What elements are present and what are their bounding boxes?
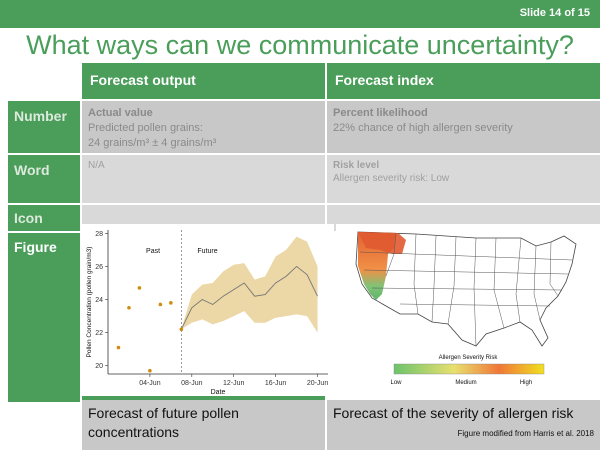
past-observation-point xyxy=(169,301,173,305)
slide-title: What ways can we communicate uncertainty… xyxy=(26,30,574,60)
y-tick-label: 26 xyxy=(95,264,103,271)
x-tick-label: 04-Jun xyxy=(139,380,161,387)
pollen-chart: 20 22 24 26 28 04-Jun 08-Jun 12-Jun 16-Jun 20-Jun… xyxy=(86,230,329,396)
word-output-text: N/A xyxy=(88,160,105,171)
us-risk-map: Allergen Severity Risk Low Medium High xyxy=(355,231,577,386)
pollen-chart-panel: 20 22 24 26 28 04-Jun 08-Jun 12-Jun 16-Jun 20-Jun… xyxy=(82,224,334,396)
past-observation-point xyxy=(127,305,131,310)
y-tick-label: 20 xyxy=(95,363,103,370)
row-label-word: Word xyxy=(8,155,80,203)
x-axis-label: Date xyxy=(211,389,226,396)
row-label-icon: Icon xyxy=(8,205,80,231)
slide-number: Slide 14 of 15 xyxy=(519,7,590,19)
number-index-cell: Percent likelihood 22% chance of high al… xyxy=(327,101,600,153)
past-observation-point xyxy=(148,368,152,373)
row-label-number: Number xyxy=(8,101,80,153)
figure-index-caption: Forecast of the severity of allergen ris… xyxy=(333,405,574,421)
past-observation-point xyxy=(158,302,163,307)
number-output-heading: Actual value xyxy=(88,107,153,119)
map-legend-title: Allergen Severity Risk xyxy=(439,355,499,361)
map-legend-low: Low xyxy=(390,380,402,386)
header-forecast-index: Forecast index xyxy=(327,63,600,99)
number-output-line2: 24 grains/m³ ± 4 grains/m³ xyxy=(88,137,217,149)
map-legend-medium: Medium xyxy=(455,380,476,386)
x-tick-label: 12-Jun xyxy=(223,380,245,387)
past-observation-point xyxy=(179,327,184,332)
map-legend-high: High xyxy=(520,380,532,386)
word-output-cell: N/A xyxy=(82,155,325,203)
y-tick-label: 28 xyxy=(95,231,103,238)
forecast-interval-band xyxy=(181,236,318,333)
past-observation-point xyxy=(137,286,142,290)
state-borders xyxy=(359,232,573,347)
header-forecast-output: Forecast output xyxy=(82,63,325,99)
risk-map-panel: Allergen Severity Risk Low Medium High xyxy=(336,224,600,400)
y-tick-label: 24 xyxy=(95,297,103,304)
x-tick-label: 16-Jun xyxy=(265,380,287,387)
number-output-line1: Predicted pollen grains: xyxy=(88,122,203,134)
y-tick-label: 22 xyxy=(95,330,103,337)
number-index-text: 22% chance of high allergen severity xyxy=(333,122,513,134)
figure-output-caption: Forecast of future pollen concentrations xyxy=(82,400,325,450)
top-bar: Slide 14 of 15 xyxy=(0,0,600,28)
row-label-figure: Figure xyxy=(8,233,80,402)
figure-index-cell: Forecast of the severity of allergen ris… xyxy=(327,400,600,450)
y-axis-label: Pollen Concentration (pollen grain/m3) xyxy=(86,247,93,358)
x-tick-label: 20-Jun xyxy=(307,380,329,387)
x-tick-label: 08-Jun xyxy=(181,380,203,387)
word-index-cell: Risk level Allergen severity risk: Low xyxy=(327,155,600,203)
annotation-future: Future xyxy=(197,248,217,255)
number-index-heading: Percent likelihood xyxy=(333,107,428,119)
word-index-text: Allergen severity risk: Low xyxy=(333,173,450,184)
northwest-risk-region xyxy=(358,232,406,254)
word-index-heading: Risk level xyxy=(333,160,380,171)
forecast-mean-line xyxy=(180,265,318,330)
figure-credit: Figure modified from Harris et al. 2018 xyxy=(457,429,595,438)
number-output-cell: Actual value Predicted pollen grains: 24… xyxy=(82,101,325,153)
map-legend-bar xyxy=(393,363,545,375)
past-observation-point xyxy=(116,345,121,350)
annotation-past: Past xyxy=(146,248,160,255)
